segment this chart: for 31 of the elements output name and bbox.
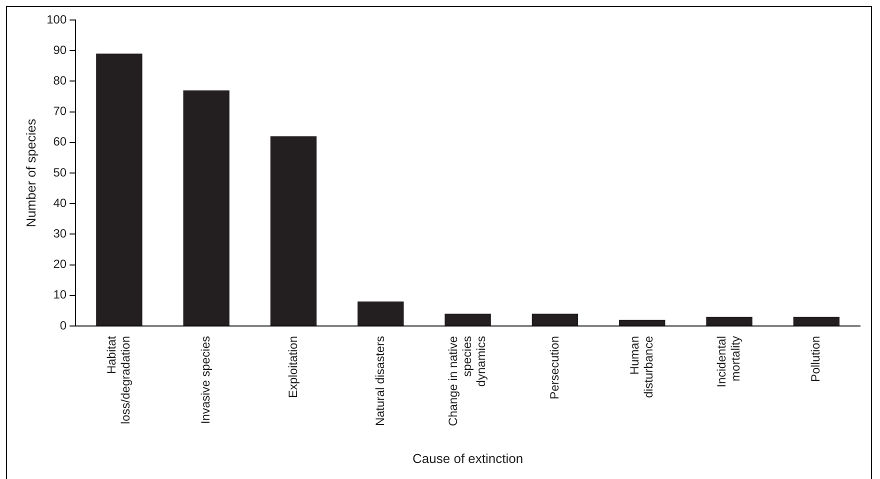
y-tick-label: 10 [53,288,67,302]
bar [358,302,404,326]
y-tick-label: 20 [53,257,67,272]
bar [619,320,666,326]
x-tick-label: Invasive species [198,336,213,424]
x-tick-label: Change in native species dynamics [446,336,488,426]
y-tick-label: 60 [53,134,67,149]
bar [793,316,840,326]
x-tick-label: Exploitation [286,336,300,398]
y-tick-label: 0 [60,318,67,332]
bar [270,136,317,326]
bar [444,314,491,326]
x-tick-label: Pollution [808,336,823,382]
x-tick-label: Persecution [547,336,562,400]
y-tick-label: 90 [53,42,67,57]
y-tick-label: 70 [53,104,67,118]
y-tick-label: 50 [53,165,67,180]
bar [532,314,578,326]
bar [706,316,752,326]
x-tick-label: Human disturbance [627,336,656,398]
bar [183,90,230,326]
x-axis-title: Cause of extinction [412,450,524,466]
bar [96,54,142,326]
x-tick-label: Natural disasters [372,336,387,426]
y-tick-label: 30 [53,226,67,241]
y-tick-label: 100 [46,12,67,26]
y-tick-label: 80 [53,74,67,88]
x-tick-label: Incidental mortality [714,336,743,388]
y-tick-label: 40 [53,196,67,210]
y-axis-title: Number of species [23,118,38,228]
x-tick-label: Habitat loss/degradation [104,335,133,424]
